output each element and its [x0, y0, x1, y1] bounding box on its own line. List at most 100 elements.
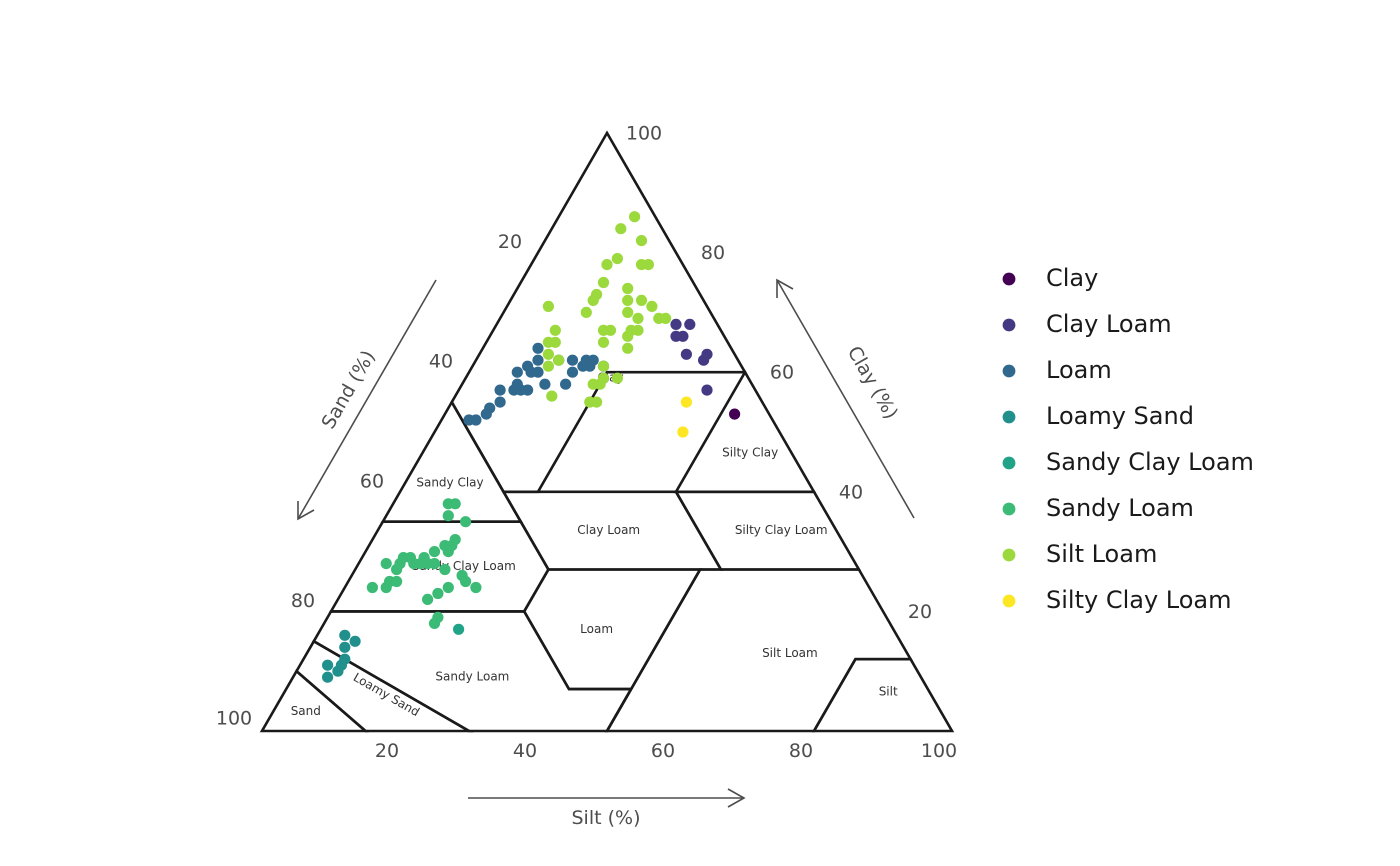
data-point-loam	[560, 378, 572, 390]
data-point-loamy-sand	[322, 671, 334, 683]
legend-marker	[1002, 456, 1016, 470]
data-point-clay-loam	[680, 348, 693, 360]
legend-item-silty-clay-loam: Silty Clay Loam	[1002, 586, 1232, 614]
data-point-silt-loam	[632, 324, 644, 336]
data-point-silt-loam	[635, 235, 648, 247]
data-point-sandy-loam	[460, 575, 472, 588]
data-point-sandy-loam	[446, 540, 458, 552]
data-point-loamy-sand	[322, 659, 334, 671]
data-point-silt-loam	[549, 324, 561, 336]
data-point-silt-loam	[632, 312, 644, 324]
clay-axis-arrowhead	[776, 278, 794, 298]
data-point-silt-loam	[622, 342, 634, 354]
legend-label: Sandy Clay Loam	[1046, 448, 1254, 476]
data-point-silt-loam	[646, 300, 658, 312]
data-point-loam	[463, 414, 475, 426]
data-point-loam	[494, 396, 506, 408]
series-silt-loam	[542, 211, 672, 408]
data-point-clay-loam	[701, 384, 713, 396]
clay-tick-100: 100	[626, 123, 662, 145]
legend-label: Loam	[1046, 356, 1112, 384]
region-label-silty-clay: Silty Clay	[722, 445, 778, 459]
data-point-sandy-loam	[470, 581, 482, 594]
series-clay	[729, 408, 741, 420]
data-point-sandy-loam	[442, 510, 454, 522]
data-point-clay-loam	[670, 318, 682, 330]
data-point-silt-loam	[597, 360, 610, 372]
clay-tick-80: 80	[701, 242, 725, 264]
data-point-loam	[484, 402, 496, 414]
region-clay	[450, 130, 748, 494]
region-label-loam: Loam	[580, 622, 613, 636]
data-point-loam	[525, 366, 537, 378]
sand-tick-40: 40	[429, 351, 453, 373]
series-silty-clay-loam	[677, 396, 693, 438]
data-point-sandy-clay-loam	[453, 623, 465, 635]
data-point-sandy-loam	[432, 587, 444, 600]
sand-tick-80: 80	[291, 590, 315, 612]
data-point-silt-loam	[622, 294, 634, 306]
legend-label: Clay Loam	[1046, 310, 1172, 338]
series-loam	[463, 342, 610, 426]
legend-label: Clay	[1046, 264, 1098, 292]
data-point-silt-loam	[597, 372, 610, 384]
data-point-silt-loam	[542, 360, 555, 372]
data-point-silt-loam	[549, 336, 561, 348]
region-silt	[811, 657, 955, 733]
data-point-silt-loam	[611, 372, 624, 384]
data-point-silt-loam	[622, 306, 634, 318]
sand-tick-20: 20	[498, 231, 522, 253]
data-point-silt-loam	[546, 390, 558, 402]
clay-tick-20: 20	[908, 601, 932, 623]
silt-axis-title: Silt (%)	[572, 807, 641, 829]
data-point-sandy-loam	[366, 581, 378, 594]
silt-tick-100: 100	[921, 740, 957, 762]
axis-ticks: 20 40 60 80 100 20 40 60 80 100 20 40 60 80 100	[216, 123, 957, 763]
legend-item-clay: Clay	[1002, 264, 1098, 292]
clay-tick-60: 60	[770, 362, 794, 384]
data-point-silt-loam	[642, 259, 655, 271]
data-point-silt-loam	[629, 211, 641, 223]
data-point-loamy-sand	[339, 629, 351, 641]
data-point-loam	[539, 378, 551, 390]
data-point-silt-loam	[604, 324, 617, 336]
clay-axis-arrow	[776, 279, 915, 519]
sand-axis-arrowhead	[297, 501, 315, 521]
data-point-loam	[508, 384, 520, 396]
legend-marker	[1002, 272, 1016, 286]
silt-axis: Silt (%)	[468, 788, 746, 829]
legend-marker	[1002, 502, 1016, 516]
legend-label: Loamy Sand	[1046, 402, 1194, 430]
data-point-sandy-loam	[428, 558, 441, 570]
data-point-clay	[729, 408, 741, 420]
silt-tick-60: 60	[651, 740, 675, 762]
data-point-silt-loam	[601, 259, 613, 271]
legend-item-loam: Loam	[1002, 356, 1112, 384]
legend-item-silt-loam: Silt Loam	[1002, 540, 1157, 568]
silt-tick-80: 80	[789, 740, 813, 762]
sand-tick-100: 100	[216, 708, 252, 730]
data-point-loam	[532, 342, 544, 354]
data-point-silt-loam	[553, 354, 565, 366]
data-point-sandy-loam	[418, 552, 430, 564]
legend-item-clay-loam: Clay Loam	[1002, 310, 1172, 338]
data-point-silt-loam	[611, 253, 624, 265]
legend-item-sandy-clay-loam: Sandy Clay Loam	[1002, 448, 1254, 476]
data-point-sandy-loam	[432, 611, 444, 624]
data-point-silt-loam	[635, 294, 648, 306]
legend-marker	[1002, 318, 1016, 332]
data-point-sandy-loam	[422, 593, 434, 606]
texture-regions	[259, 130, 955, 733]
region-silt-loam	[604, 568, 913, 733]
silt-tick-40: 40	[513, 740, 537, 762]
data-point-silty-clay-loam	[680, 396, 693, 408]
region-label-silt-loam: Silt Loam	[762, 646, 818, 660]
data-point-loam	[532, 354, 544, 366]
sand-axis-title: Sand (%)	[317, 347, 379, 433]
data-point-clay-loam	[684, 318, 696, 330]
legend-label: Silty Clay Loam	[1046, 586, 1232, 614]
legend-label: Sandy Loam	[1046, 494, 1194, 522]
data-point-silt-loam	[591, 288, 603, 301]
data-point-sandy-loam	[449, 498, 461, 510]
